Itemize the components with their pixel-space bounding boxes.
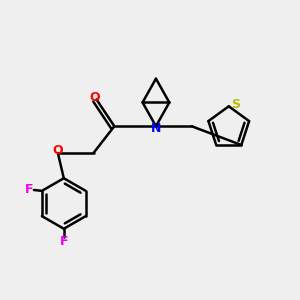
Text: S: S: [231, 98, 240, 111]
Text: N: N: [152, 122, 162, 135]
Text: O: O: [52, 144, 63, 157]
Text: O: O: [90, 91, 100, 103]
Text: F: F: [60, 235, 68, 248]
Text: F: F: [25, 183, 34, 196]
